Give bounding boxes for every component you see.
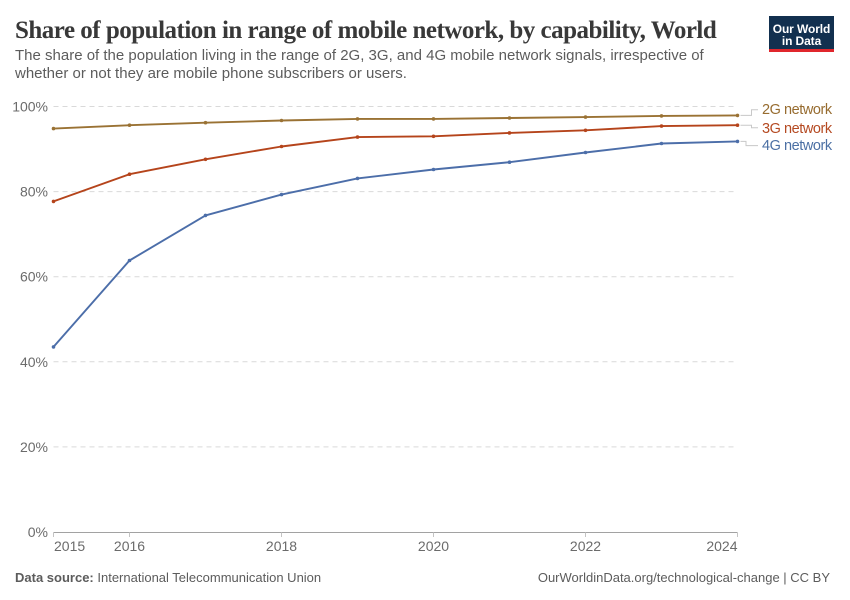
svg-text:2024: 2024 — [706, 538, 737, 554]
svg-text:80%: 80% — [20, 184, 48, 200]
svg-text:2016: 2016 — [114, 538, 145, 554]
svg-text:0%: 0% — [28, 524, 48, 540]
svg-text:2022: 2022 — [570, 538, 601, 554]
svg-text:60%: 60% — [20, 269, 48, 285]
svg-text:2018: 2018 — [266, 538, 297, 554]
svg-text:100%: 100% — [12, 99, 48, 115]
svg-text:2020: 2020 — [418, 538, 449, 554]
svg-text:40%: 40% — [20, 354, 48, 370]
svg-text:20%: 20% — [20, 439, 48, 455]
svg-text:2015: 2015 — [54, 538, 85, 554]
